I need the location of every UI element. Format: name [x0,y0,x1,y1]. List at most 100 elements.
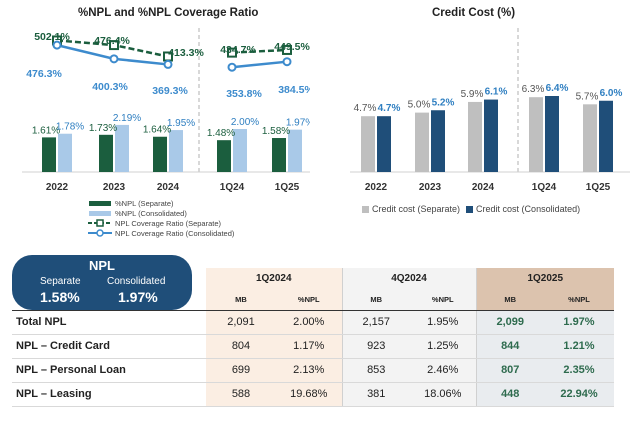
period-header: 1Q2024 [206,268,342,289]
marker-coverage-consolidated [109,54,119,64]
marker-coverage-separate [109,40,119,51]
table-cell: 923 [341,334,410,359]
column-header: MB [206,289,276,311]
table-cell: 804 [206,334,276,359]
credit-cost-chart-title: Credit Cost (%) [432,7,516,19]
table-cell: 2,091 [206,310,276,335]
legend-label: Credit cost (Separate) [372,204,461,214]
table-cell: 588 [206,382,276,407]
legend-item-npl-separate: %NPL (Separate) [88,198,234,208]
bar-credit-cost-consolidated [484,99,498,172]
x-tick-label: 2024 [157,182,180,193]
bar-credit-cost-consolidated [545,96,559,172]
npl-separate-label: Separate [40,276,81,287]
npl-legend: %NPL (Separate) %NPL (Consolidated) NPL … [88,198,234,238]
legend-label: NPL Coverage Ratio (Consolidated) [115,228,235,238]
legend-swatch-npl-separate [88,199,112,207]
data-label-coverage-separate: 476.4% [94,35,130,47]
x-tick-label: 1Q25 [586,182,611,193]
npl-separate-value: 1.58% [40,289,80,305]
npl-summary-badge: NPL Separate Consolidated 1.58% 1.97% [12,255,192,310]
legend-swatch-cc-consolidated [466,205,474,213]
table-cell: 2,099 [475,310,544,335]
data-label-credit-cost-separate: 4.7% [354,103,377,114]
npl-consolidated-value: 1.97% [118,289,158,305]
legend-item-coverage-separate: NPL Coverage Ratio (Separate) [88,218,234,228]
data-label-coverage-separate: 413.3% [168,47,204,59]
table-cell: 1.21% [544,334,614,359]
table-cell: 2.13% [276,358,342,383]
table-row: NPL – Personal Loan 699 2.13% 853 2.46% … [12,358,614,383]
legend-label: Credit cost (Consolidated) [476,204,581,214]
bar-npl-separate [217,140,231,172]
data-label-coverage-separate: 449.5% [274,41,310,53]
marker-coverage-consolidated [282,57,292,67]
line-coverage-consolidated [231,60,288,69]
table-cell: 1.25% [410,334,476,359]
data-label-npl-consolidated: 1.95% [167,118,195,129]
marker-coverage-consolidated [227,62,237,72]
data-label-coverage-separate: 502.1% [34,31,70,43]
data-label-npl-separate: 1.61% [32,125,60,136]
table-cell: 2.46% [410,358,476,383]
x-tick-label: 2022 [46,182,69,193]
table-cell: 844 [475,334,544,359]
table-cell: 2,157 [341,310,410,335]
bar-credit-cost-separate [529,97,543,172]
npl-chart-title: %NPL and %NPL Coverage Ratio [78,7,259,19]
marker-coverage-consolidated [163,59,173,69]
data-label-npl-separate: 1.48% [207,128,235,139]
column-header: %NPL [410,289,476,311]
period-header: 4Q2024 [341,268,476,289]
data-label-credit-cost-consolidated: 6.4% [546,83,569,94]
legend-item-coverage-consolidated: NPL Coverage Ratio (Consolidated) [88,228,234,238]
marker-coverage-separate [282,44,292,55]
x-tick-label: 2022 [365,182,388,193]
x-tick-label: 2023 [419,182,442,193]
table-cell: 448 [475,382,544,407]
data-label-coverage-consolidated: 400.3% [92,81,128,93]
bar-npl-consolidated [169,130,183,172]
x-tick-label: 1Q24 [532,182,557,193]
marker-coverage-consolidated [52,40,62,50]
table-cell: 699 [206,358,276,383]
legend-label: NPL Coverage Ratio (Separate) [115,218,222,228]
x-tick-label: 1Q25 [275,182,300,193]
data-label-coverage-separate: 434.7% [220,44,256,56]
bar-npl-consolidated [233,129,247,172]
legend-label: %NPL (Consolidated) [115,208,187,218]
data-label-npl-separate: 1.58% [262,126,290,137]
legend-swatch-cc-separate [362,205,369,213]
bar-npl-consolidated [115,124,129,172]
column-header: %NPL [276,289,342,311]
data-label-coverage-consolidated: 476.3% [26,68,62,80]
data-label-coverage-consolidated: 369.3% [152,85,188,97]
data-label-credit-cost-separate: 5.0% [408,100,431,111]
table-row: NPL – Leasing 588 19.68% 381 18.06% 448 … [12,382,614,407]
npl-summary-title: NPL [89,258,115,273]
table-header-periods: 1Q2024 4Q2024 1Q2025 [12,268,614,289]
table-cell: 22.94% [544,382,614,407]
legend-swatch-coverage-separate [88,219,112,227]
column-header: MB [341,289,410,311]
x-tick-label: 2023 [103,182,126,193]
data-label-credit-cost-consolidated: 6.1% [485,87,508,98]
period-header: 1Q2025 [475,268,614,289]
data-label-coverage-consolidated: 384.5% [278,84,310,96]
credit-cost-legend: Credit cost (Separate) Credit cost (Cons… [362,204,580,214]
bar-npl-separate [99,134,113,172]
column-header: MB [475,289,544,311]
npl-consolidated-label: Consolidated [107,276,166,287]
table-cell: 19.68% [276,382,342,407]
bar-npl-consolidated [58,133,72,172]
legend-swatch-npl-consolidated [88,209,112,217]
legend-label: %NPL (Separate) [115,198,174,208]
table-cell: 381 [341,382,410,407]
row-label: NPL – Personal Loan [12,358,206,383]
bar-npl-consolidated [288,129,302,172]
row-label: NPL – Credit Card [12,334,206,359]
bar-npl-separate [153,136,167,172]
table-cell: 853 [341,358,410,383]
bar-credit-cost-consolidated [431,110,445,172]
x-tick-label: 1Q24 [220,182,245,193]
